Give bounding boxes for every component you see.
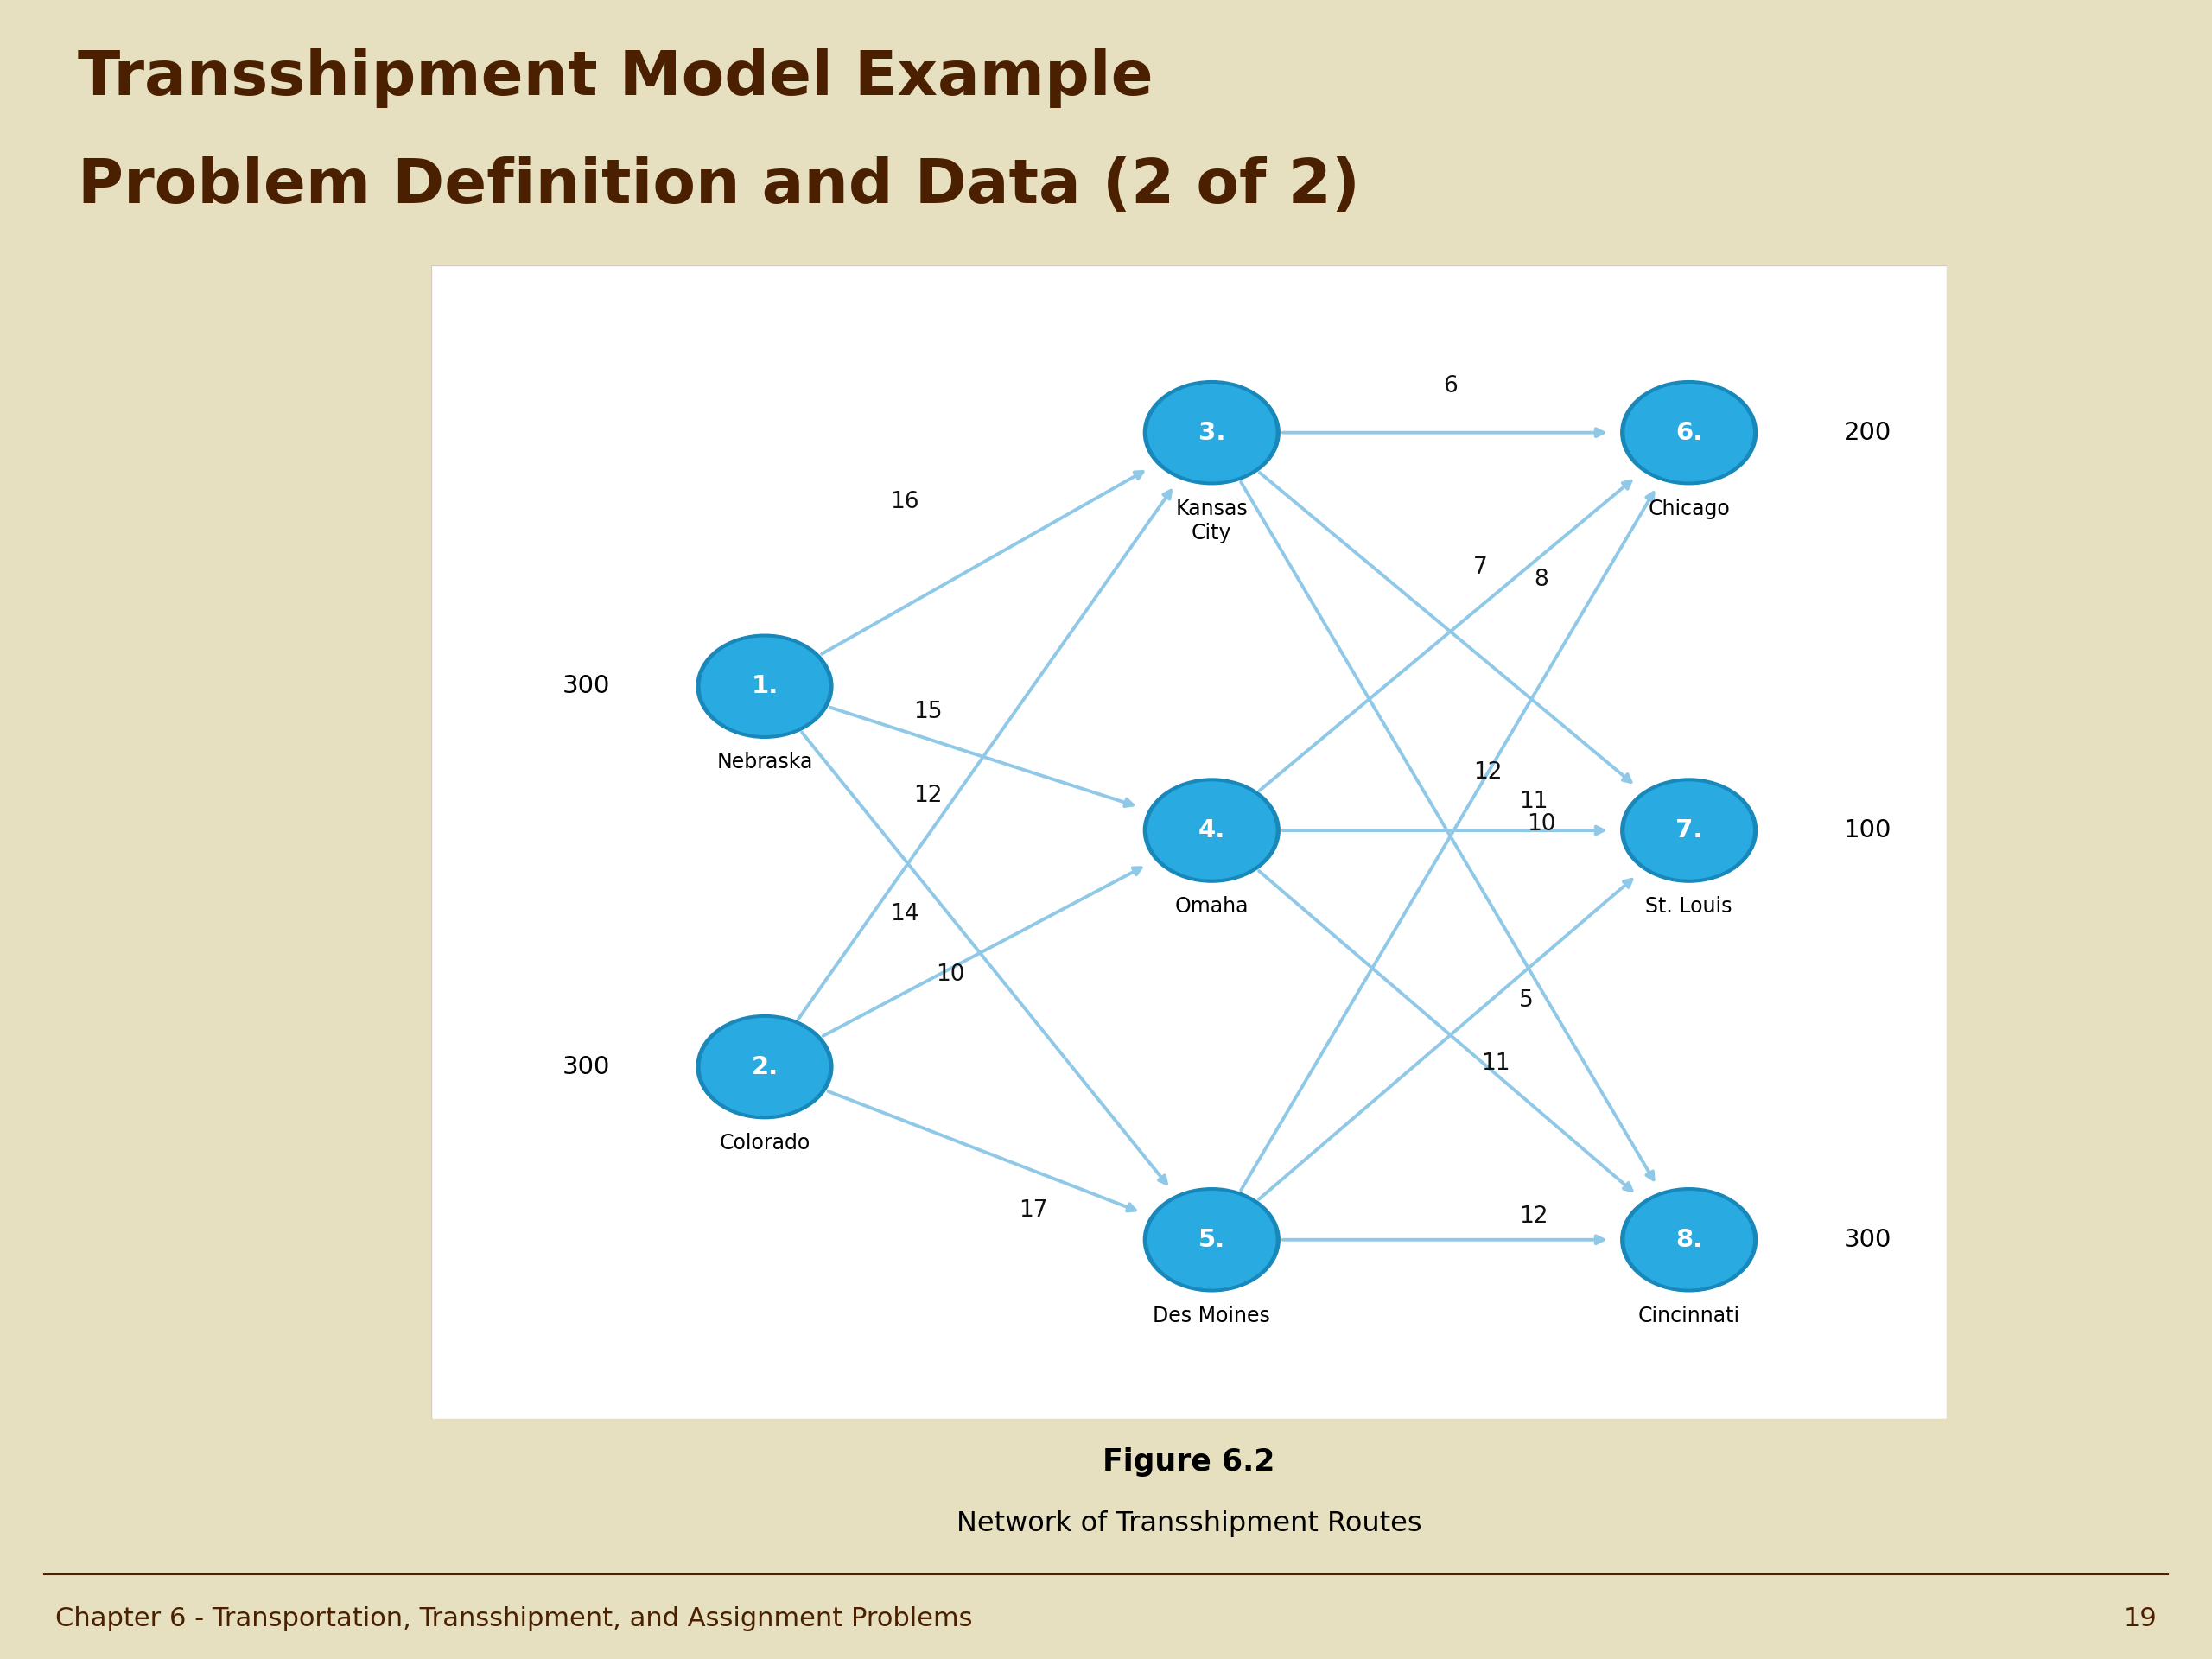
Text: 17: 17 <box>1020 1199 1048 1223</box>
Text: 300: 300 <box>562 674 611 698</box>
Text: Chapter 6 - Transportation, Transshipment, and Assignment Problems: Chapter 6 - Transportation, Transshipmen… <box>55 1606 973 1631</box>
Text: Problem Definition and Data (2 of 2): Problem Definition and Data (2 of 2) <box>77 156 1360 216</box>
Text: 3.: 3. <box>1199 420 1225 445</box>
Text: 7.: 7. <box>1674 818 1703 843</box>
Text: 300: 300 <box>562 1055 611 1078</box>
Text: 5.: 5. <box>1199 1228 1225 1253</box>
Circle shape <box>1621 1188 1756 1292</box>
Text: 12: 12 <box>1473 761 1502 785</box>
Text: 12: 12 <box>1520 1206 1548 1228</box>
Text: 100: 100 <box>1843 818 1891 843</box>
Text: 11: 11 <box>1482 1053 1511 1075</box>
Text: Colorado: Colorado <box>719 1133 810 1153</box>
Text: 5: 5 <box>1520 989 1533 1012</box>
Text: St. Louis: St. Louis <box>1646 896 1732 917</box>
Text: 300: 300 <box>1843 1228 1891 1253</box>
Text: Nebraska: Nebraska <box>717 752 812 773</box>
Text: 7: 7 <box>1473 557 1489 579</box>
Circle shape <box>1148 781 1276 879</box>
Circle shape <box>697 1015 834 1118</box>
Circle shape <box>697 634 834 738</box>
Circle shape <box>701 637 827 735</box>
Text: Omaha: Omaha <box>1175 896 1248 917</box>
Text: Kansas
City: Kansas City <box>1175 498 1248 542</box>
Text: 10: 10 <box>1526 813 1555 836</box>
Circle shape <box>1144 1188 1281 1292</box>
Text: 200: 200 <box>1843 420 1891 445</box>
Circle shape <box>1626 385 1752 481</box>
Text: 11: 11 <box>1520 790 1548 813</box>
Text: 6.: 6. <box>1674 420 1703 445</box>
Text: 1.: 1. <box>752 674 779 698</box>
Text: 8: 8 <box>1533 569 1548 591</box>
Text: Chicago: Chicago <box>1648 498 1730 519</box>
Text: 16: 16 <box>891 491 920 513</box>
FancyBboxPatch shape <box>431 265 1947 1418</box>
Text: Des Moines: Des Moines <box>1152 1306 1270 1326</box>
Text: 4.: 4. <box>1199 818 1225 843</box>
Circle shape <box>1626 1191 1752 1287</box>
Circle shape <box>1144 382 1281 484</box>
Text: Network of Transshipment Routes: Network of Transshipment Routes <box>956 1510 1422 1538</box>
Text: Cincinnati: Cincinnati <box>1637 1306 1741 1326</box>
Text: 15: 15 <box>914 702 942 723</box>
Circle shape <box>701 1019 827 1115</box>
Text: Transshipment Model Example: Transshipment Model Example <box>77 48 1152 108</box>
Text: 6: 6 <box>1442 375 1458 398</box>
Circle shape <box>1626 781 1752 879</box>
Text: 12: 12 <box>914 785 942 806</box>
Text: 14: 14 <box>891 902 920 926</box>
Text: 8.: 8. <box>1674 1228 1703 1253</box>
Circle shape <box>1148 1191 1276 1287</box>
Text: Figure 6.2: Figure 6.2 <box>1104 1447 1274 1477</box>
Circle shape <box>1621 778 1756 883</box>
Text: 19: 19 <box>2124 1606 2157 1631</box>
Text: 2.: 2. <box>752 1055 779 1078</box>
Circle shape <box>1621 382 1756 484</box>
Text: 10: 10 <box>936 964 964 985</box>
Circle shape <box>1144 778 1281 883</box>
Circle shape <box>1148 385 1276 481</box>
